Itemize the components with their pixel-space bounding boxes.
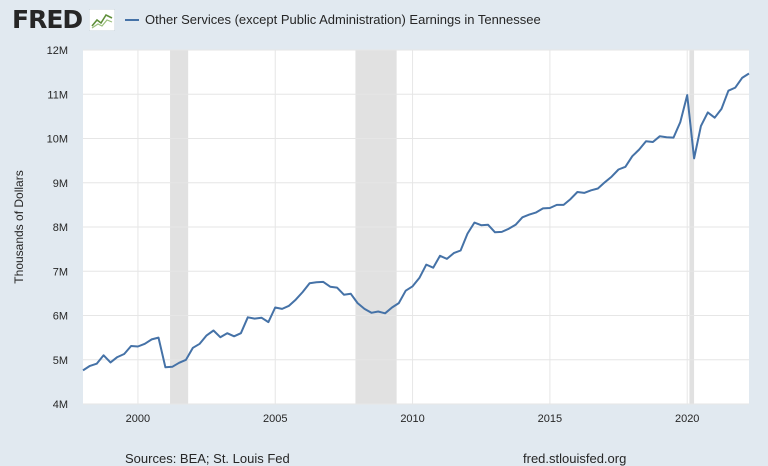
footer-url[interactable]: fred.stlouisfed.org [523, 451, 627, 466]
y-tick-label: 7M [53, 266, 68, 278]
chart-header: FRED Other Services (except Public Admin… [0, 0, 768, 42]
x-tick-label: 2000 [126, 413, 150, 425]
y-tick-label: 12M [47, 45, 68, 57]
legend-swatch [125, 19, 139, 21]
y-axis: 4M 5M 6M 7M 8M 9M 10M 11M 12M [47, 45, 68, 411]
y-axis-label: Thousands of Dollars [12, 170, 26, 283]
x-tick-label: 2020 [675, 413, 699, 425]
series-line-earnings [82, 72, 750, 372]
x-tick-label: 2015 [538, 413, 562, 425]
fred-logo[interactable]: FRED [12, 5, 83, 34]
x-tick-label: 2010 [400, 413, 424, 425]
series-layer [82, 72, 750, 372]
y-tick-label: 5M [53, 355, 68, 367]
x-axis: 2000 2005 2010 2015 2020 [126, 413, 700, 425]
y-tick-label: 9M [53, 178, 68, 190]
footer-sources: Sources: BEA; St. Louis Fed [125, 451, 290, 466]
y-tick-label: 10M [47, 134, 68, 146]
y-tick-label: 6M [53, 311, 68, 323]
y-tick-label: 4M [53, 399, 68, 411]
gridlines [83, 49, 749, 405]
y-tick-label: 11M [47, 89, 68, 101]
fred-sparkline-logo-icon [89, 9, 115, 31]
y-tick-label: 8M [53, 222, 68, 234]
x-tick-label: 2005 [263, 413, 287, 425]
legend-series-label[interactable]: Other Services (except Public Administra… [145, 12, 541, 27]
